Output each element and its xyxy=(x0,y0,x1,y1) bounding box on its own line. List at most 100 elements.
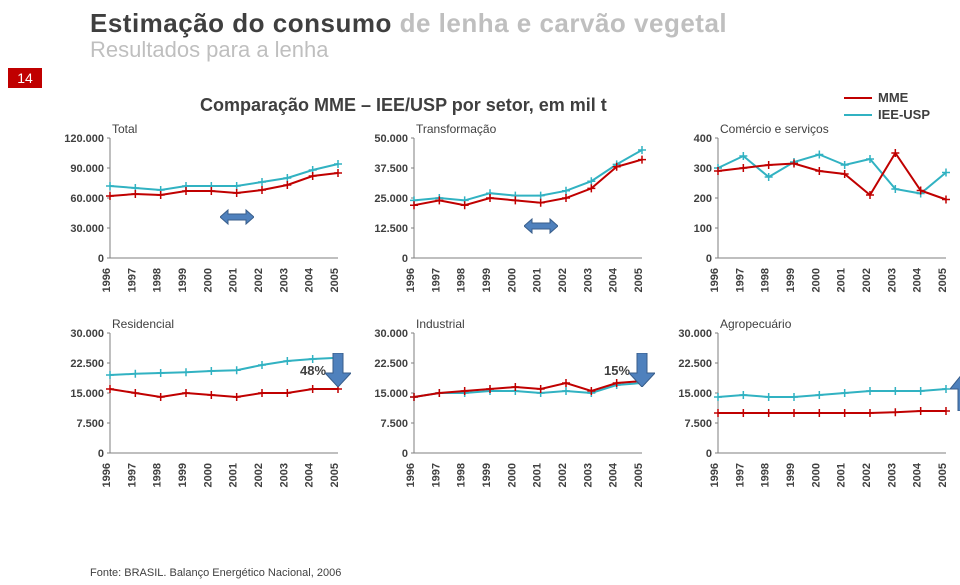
svg-text:2001: 2001 xyxy=(532,268,544,292)
svg-text:2000: 2000 xyxy=(810,268,822,292)
svg-text:2004: 2004 xyxy=(912,267,924,292)
svg-text:2000: 2000 xyxy=(506,463,518,487)
svg-text:1996: 1996 xyxy=(101,463,113,487)
svg-text:12.500: 12.500 xyxy=(374,223,408,235)
svg-text:7.500: 7.500 xyxy=(380,418,408,430)
svg-text:2001: 2001 xyxy=(836,268,848,292)
svg-text:2003: 2003 xyxy=(582,463,594,487)
double-arrow-icon xyxy=(524,217,558,235)
svg-text:2005: 2005 xyxy=(329,463,341,487)
svg-text:2005: 2005 xyxy=(633,268,645,292)
page-title: Estimação do consumo de lenha e carvão v… xyxy=(90,8,960,39)
svg-text:2005: 2005 xyxy=(329,268,341,292)
svg-text:0: 0 xyxy=(402,253,408,265)
chart-title: Agropecuário xyxy=(720,317,791,331)
svg-text:1996: 1996 xyxy=(101,268,113,292)
svg-text:2003: 2003 xyxy=(278,268,290,292)
chart-title: Total xyxy=(112,122,137,136)
svg-text:1997: 1997 xyxy=(126,268,138,292)
svg-text:22.500: 22.500 xyxy=(374,358,408,370)
svg-text:100: 100 xyxy=(694,223,712,235)
svg-text:2003: 2003 xyxy=(886,268,898,292)
svg-text:1998: 1998 xyxy=(760,463,772,487)
svg-text:1999: 1999 xyxy=(177,268,189,292)
svg-text:1998: 1998 xyxy=(152,463,164,487)
svg-text:0: 0 xyxy=(706,448,712,460)
svg-text:15.000: 15.000 xyxy=(70,388,104,400)
svg-text:2003: 2003 xyxy=(582,268,594,292)
svg-text:2001: 2001 xyxy=(836,463,848,487)
chart-title: Residencial xyxy=(112,317,174,331)
chart-title: Comércio e serviços xyxy=(720,122,829,136)
svg-text:7.500: 7.500 xyxy=(76,418,104,430)
chart-title: Industrial xyxy=(416,317,465,331)
slide-number: 14 xyxy=(8,68,42,88)
svg-text:15.000: 15.000 xyxy=(678,388,712,400)
svg-text:2000: 2000 xyxy=(202,463,214,487)
svg-text:1997: 1997 xyxy=(734,268,746,292)
svg-text:2001: 2001 xyxy=(532,463,544,487)
svg-text:60.000: 60.000 xyxy=(70,193,104,205)
svg-text:1997: 1997 xyxy=(430,268,442,292)
callout-label: 48% xyxy=(300,363,326,378)
svg-text:1997: 1997 xyxy=(126,463,138,487)
legend-label-mme: MME xyxy=(878,90,908,105)
svg-text:1998: 1998 xyxy=(152,268,164,292)
page-subtitle: Resultados para a lenha xyxy=(90,37,960,63)
svg-text:2002: 2002 xyxy=(557,463,569,487)
title-dark: Estimação do consumo xyxy=(90,8,392,38)
svg-text:1999: 1999 xyxy=(177,463,189,487)
chart-title: Transformação xyxy=(416,122,496,136)
svg-text:1998: 1998 xyxy=(760,268,772,292)
svg-text:2004: 2004 xyxy=(608,267,620,292)
svg-text:2000: 2000 xyxy=(506,268,518,292)
charts-grid: 120.00090.00060.00030.000019961997199819… xyxy=(60,120,958,500)
svg-text:2001: 2001 xyxy=(228,268,240,292)
chart-agropecuario: 30.000 22.500 15.000 7.500 0 1996 1997 1998 1999… xyxy=(668,315,958,500)
svg-text:2004: 2004 xyxy=(608,462,620,487)
svg-text:0: 0 xyxy=(98,253,104,265)
svg-text:2002: 2002 xyxy=(253,463,265,487)
svg-text:22.500: 22.500 xyxy=(678,358,712,370)
compare-label: Comparação MME – IEE/USP por setor, em m… xyxy=(200,95,607,116)
svg-text:0: 0 xyxy=(706,253,712,265)
svg-text:1996: 1996 xyxy=(709,463,721,487)
svg-text:2002: 2002 xyxy=(557,268,569,292)
svg-text:2002: 2002 xyxy=(861,268,873,292)
svg-text:2004: 2004 xyxy=(304,267,316,292)
svg-text:2003: 2003 xyxy=(886,463,898,487)
svg-text:1996: 1996 xyxy=(405,463,417,487)
svg-text:2004: 2004 xyxy=(912,462,924,487)
chart-residencial: 30.000 22.500 15.000 7.500 0 1996 1997 1998 1999… xyxy=(60,315,350,500)
chart-comercio: 4003002001000199619971998199920002001200… xyxy=(668,120,958,305)
svg-text:2000: 2000 xyxy=(810,463,822,487)
svg-text:30.000: 30.000 xyxy=(70,328,104,340)
legend: MME IEE-USP xyxy=(844,90,930,124)
svg-text:1999: 1999 xyxy=(785,463,797,487)
svg-text:200: 200 xyxy=(694,193,712,205)
svg-text:22.500: 22.500 xyxy=(70,358,104,370)
svg-text:2002: 2002 xyxy=(861,463,873,487)
svg-text:7.500: 7.500 xyxy=(684,418,712,430)
svg-text:2005: 2005 xyxy=(937,463,949,487)
callout-label: 15% xyxy=(604,363,630,378)
svg-text:2001: 2001 xyxy=(228,463,240,487)
footer-source: Fonte: BRASIL. Balanço Energético Nacion… xyxy=(90,567,341,579)
legend-swatch-iee xyxy=(844,114,872,116)
svg-text:2004: 2004 xyxy=(304,462,316,487)
svg-text:1999: 1999 xyxy=(481,463,493,487)
title-light: de lenha e carvão vegetal xyxy=(400,8,728,38)
svg-text:2003: 2003 xyxy=(278,463,290,487)
svg-text:2005: 2005 xyxy=(633,463,645,487)
svg-text:2000: 2000 xyxy=(202,268,214,292)
chart-transformacao: 50.00037.50025.00012.5000199619971998199… xyxy=(364,120,654,305)
svg-text:1998: 1998 xyxy=(456,463,468,487)
svg-text:30.000: 30.000 xyxy=(678,328,712,340)
svg-text:25.000: 25.000 xyxy=(374,193,408,205)
svg-text:1997: 1997 xyxy=(734,463,746,487)
svg-text:1999: 1999 xyxy=(785,268,797,292)
svg-text:0: 0 xyxy=(98,448,104,460)
svg-text:400: 400 xyxy=(694,133,712,145)
svg-text:300: 300 xyxy=(694,163,712,175)
legend-item-mme: MME xyxy=(844,90,930,105)
